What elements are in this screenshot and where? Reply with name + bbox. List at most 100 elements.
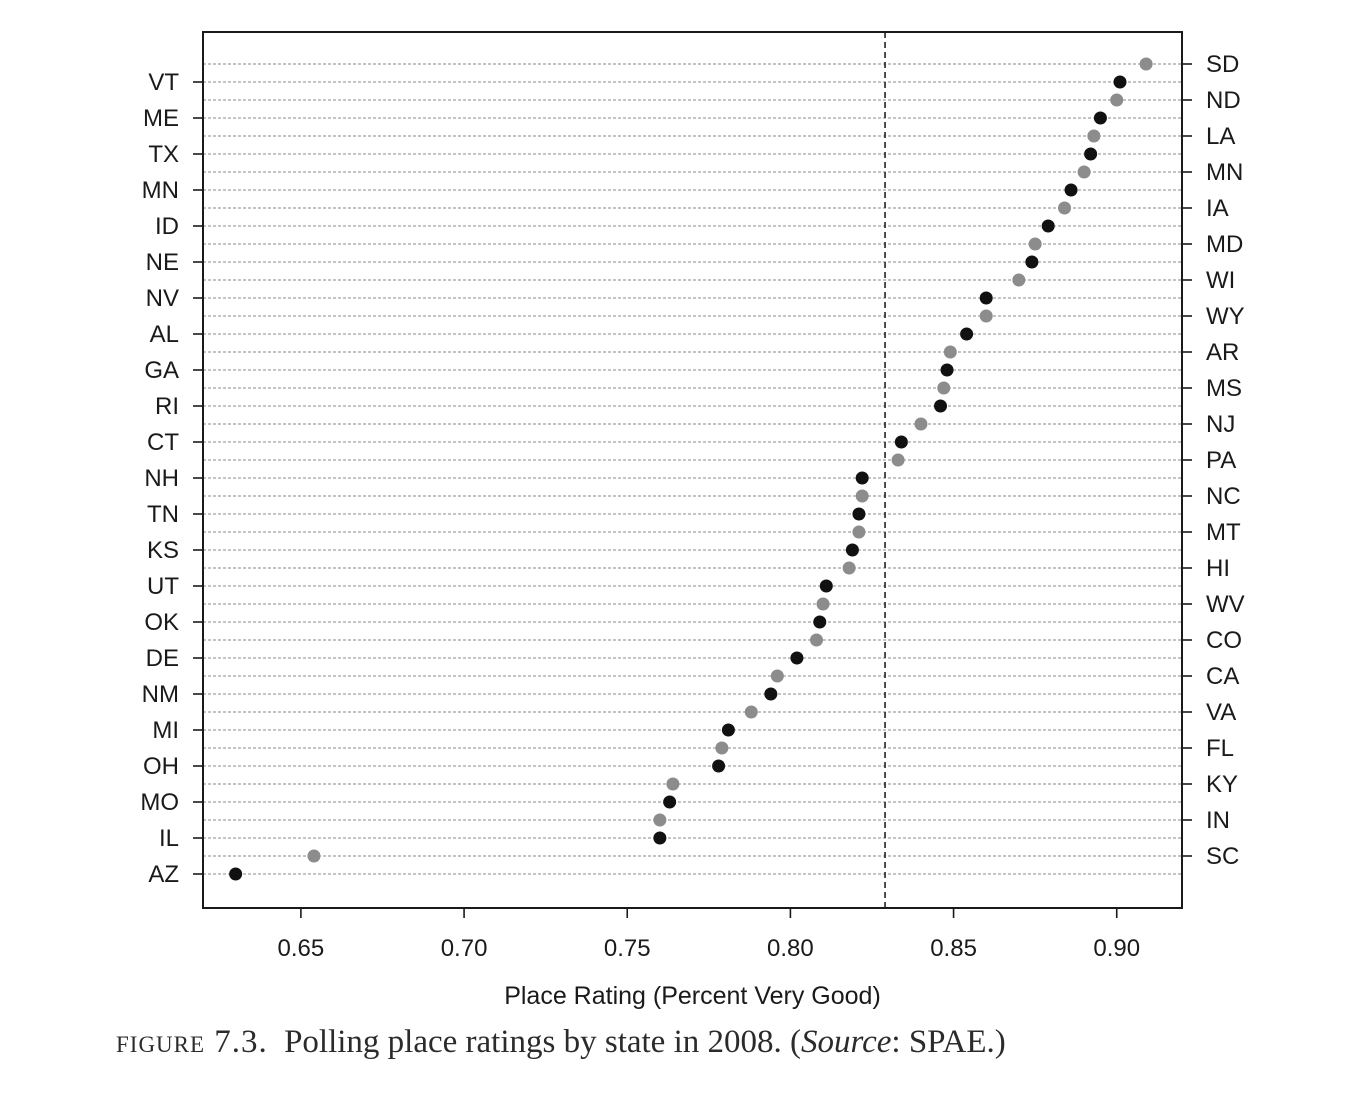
data-point-ky (666, 777, 680, 791)
data-point-ca (770, 669, 784, 683)
data-point-nj (914, 417, 928, 431)
right-tick-label: CA (1206, 663, 1239, 690)
right-axis: SD ND LA MN IA MD WI WY AR MS NJ PA NC MT HI WV CO CA VA FL… (1182, 51, 1245, 870)
caption-source-text: : SPAE.) (891, 1024, 1006, 1060)
data-point-il (653, 831, 667, 845)
data-point-nh (855, 471, 869, 485)
right-tick-label: SD (1206, 51, 1239, 78)
left-tick-label: UT (147, 573, 179, 600)
left-tick-label: KS (147, 537, 179, 564)
data-point-me (1093, 111, 1107, 125)
right-tick-label: WV (1206, 591, 1245, 618)
data-point-vt (1113, 75, 1127, 89)
data-point-ia (1058, 201, 1072, 215)
data-point-fl (715, 741, 729, 755)
data-point-ga (940, 363, 954, 377)
left-tick-label: AZ (148, 861, 179, 888)
data-point-va (744, 705, 758, 719)
right-tick-label: SC (1206, 843, 1239, 870)
data-point-nm (764, 687, 778, 701)
left-tick-label: MN (142, 177, 179, 204)
right-tick-label: IN (1206, 807, 1230, 834)
gridlines (203, 63, 1182, 875)
right-tick-label: MT (1206, 519, 1241, 546)
right-tick-label: PA (1206, 447, 1236, 474)
right-tick-label: CO (1206, 627, 1242, 654)
data-point-tn (852, 507, 866, 521)
caption-text: Polling place ratings by state in 2008. … (284, 1024, 801, 1060)
right-tick-label: FL (1206, 735, 1234, 762)
left-tick-label: NE (146, 249, 179, 276)
data-point-wi (1012, 273, 1026, 287)
left-tick-label: OH (143, 753, 179, 780)
data-point-in (653, 813, 667, 827)
right-tick-label: MD (1206, 231, 1243, 258)
data-point-wy (979, 309, 993, 323)
left-tick-label: ME (143, 105, 179, 132)
caption-source-label: Source (800, 1024, 892, 1060)
data-point-ar (943, 345, 957, 359)
x-axis-title: Place Rating (Percent Very Good) (504, 982, 881, 1010)
right-tick-label: MS (1206, 375, 1242, 402)
data-point-ks (845, 543, 859, 557)
plot-frame (202, 31, 1183, 909)
left-tick-label: NV (146, 285, 179, 312)
right-tick-label: ND (1206, 87, 1241, 114)
left-tick-label: GA (144, 357, 179, 384)
data-point-ri (934, 399, 948, 413)
right-tick-label: NJ (1206, 411, 1235, 438)
data-point-id (1041, 219, 1055, 233)
data-point-az (229, 867, 243, 881)
left-tick-label: TX (148, 141, 179, 168)
left-tick-label: IL (159, 825, 179, 852)
data-point-la (1087, 129, 1101, 143)
data-point-tx (1084, 147, 1098, 161)
left-tick-label: OK (144, 609, 179, 636)
right-tick-label: IA (1206, 195, 1229, 222)
left-tick-label: VT (148, 69, 179, 96)
data-point-nd (1110, 93, 1124, 107)
right-tick-label: AR (1206, 339, 1239, 366)
data-point-ms (937, 381, 951, 395)
right-tick-label: LA (1206, 123, 1235, 150)
data-point-ok (813, 615, 827, 629)
data-point-mn (1077, 165, 1091, 179)
left-tick-label: NH (144, 465, 179, 492)
x-tick-label: 0.85 (930, 935, 977, 962)
data-point-ne (1025, 255, 1039, 269)
right-tick-label: NC (1206, 483, 1241, 510)
data-point-wv (816, 597, 830, 611)
data-point-oh (712, 759, 726, 773)
data-point-ct (894, 435, 908, 449)
left-tick-label: MI (152, 717, 179, 744)
bottom-axis: 0.65 0.70 0.75 0.80 0.85 0.90 (278, 908, 1140, 962)
right-tick-label: HI (1206, 555, 1230, 582)
left-tick-label: ID (155, 213, 179, 240)
data-point-ut (819, 579, 833, 593)
x-tick-label: 0.80 (767, 935, 814, 962)
right-tick-label: VA (1206, 699, 1236, 726)
right-tick-label: WY (1206, 303, 1245, 330)
x-tick-label: 0.90 (1093, 935, 1140, 962)
data-point-hi (842, 561, 856, 575)
left-tick-label: AL (150, 321, 179, 348)
left-tick-label: NM (142, 681, 179, 708)
data-point-mt (852, 525, 866, 539)
x-tick-label: 0.70 (441, 935, 488, 962)
right-tick-label: MN (1206, 159, 1243, 186)
data-point-sd (1139, 57, 1153, 71)
caption-figure-number: figure 7.3. (116, 1024, 268, 1060)
left-tick-label: TN (147, 501, 179, 528)
data-point-sc (307, 849, 321, 863)
left-tick-label: DE (146, 645, 179, 672)
data-point-mo (663, 795, 677, 809)
left-tick-label: MO (140, 789, 179, 816)
data-point-md (1028, 237, 1042, 251)
data-point-de (790, 651, 804, 665)
dot-plot-chart: VT ME TX MN ID NE NV AL GA RI CT NH TN KS UT OK DE NM MI OH… (140, 31, 1245, 1010)
data-point-nv (979, 291, 993, 305)
left-tick-label: CT (147, 429, 179, 456)
figure-caption: figure 7.3. Polling place ratings by sta… (116, 1024, 1266, 1061)
right-tick-label: WI (1206, 267, 1235, 294)
data-points (229, 57, 1153, 881)
